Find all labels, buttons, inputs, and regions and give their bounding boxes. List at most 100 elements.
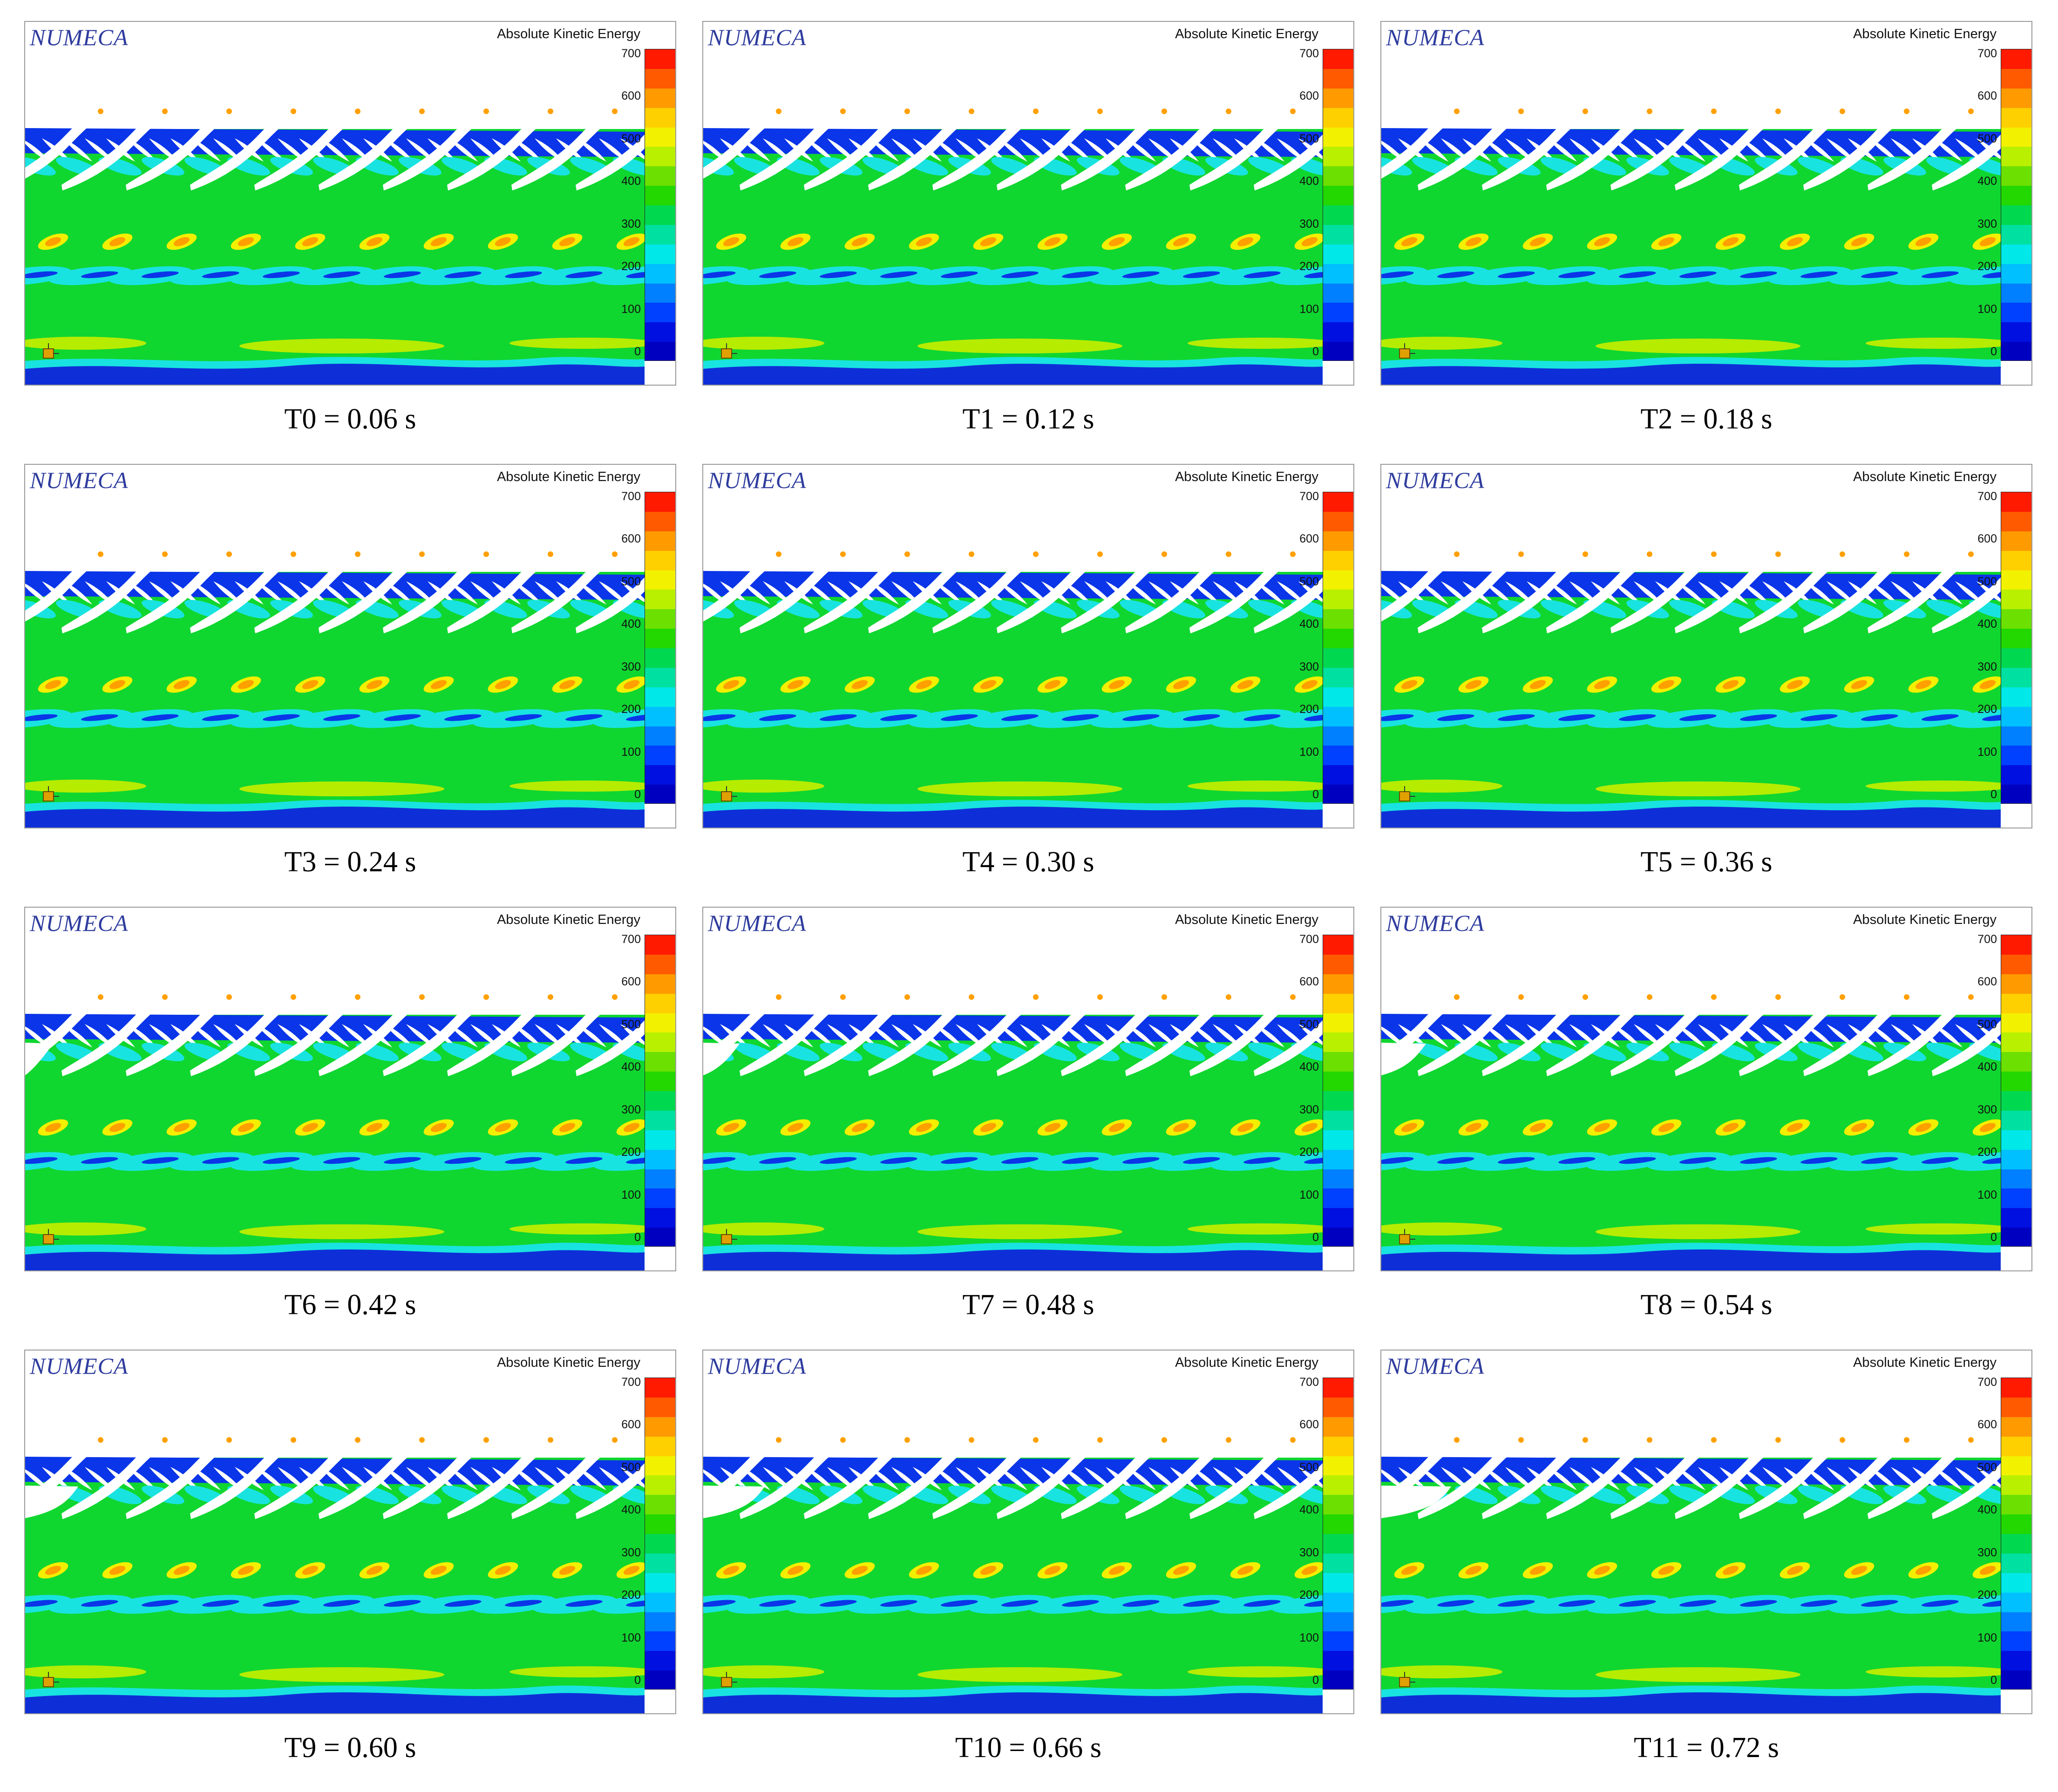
colorbar-tick-label: 300 <box>1977 1546 1997 1559</box>
colorbar-tick-label: 0 <box>1312 1674 1319 1687</box>
colorbar-segment <box>2001 726 2031 746</box>
axis-triad-icon <box>1399 1672 1415 1687</box>
colorbar-segment <box>645 1110 675 1130</box>
colorbar-segment <box>1323 1169 1353 1189</box>
colorbar-segment <box>645 1091 675 1111</box>
colorbar-segment <box>1323 1110 1353 1130</box>
colorbar <box>2001 492 2031 804</box>
colorbar-title: Absolute Kinetic Energy <box>497 27 640 41</box>
colorbar-segment <box>645 1169 675 1189</box>
colorbar-segment <box>645 1417 675 1437</box>
colorbar-tick-label: 600 <box>1977 89 1997 103</box>
colorbar-segment <box>2001 244 2031 264</box>
colorbar-segment <box>645 342 675 360</box>
colorbar-segment <box>645 205 675 225</box>
colorbar-tick-label: 700 <box>621 933 641 946</box>
contour-panel: NUMECA Absolute Kinetic Energy 700 600 500 40… <box>702 21 1354 386</box>
colorbar-segment <box>2001 205 2031 225</box>
axis-triad-icon <box>1399 343 1415 359</box>
colorbar-tick-label: 0 <box>634 1231 641 1244</box>
colorbar-segment <box>645 1651 675 1671</box>
colorbar-tick-label: 100 <box>1977 302 1997 316</box>
colorbar-segment <box>645 765 675 785</box>
contour-panel: NUMECA Absolute Kinetic Energy 700 600 500 40… <box>24 907 676 1271</box>
colorbar-segment <box>645 108 675 128</box>
numeca-logo: NUMECA <box>1386 1353 1485 1379</box>
colorbar-tick-label: 100 <box>1977 745 1997 759</box>
colorbar-segment <box>1323 68 1353 88</box>
colorbar-tick-label: 300 <box>1977 660 1997 673</box>
colorbar-segment <box>2001 974 2031 994</box>
colorbar-title: Absolute Kinetic Energy <box>1175 1355 1318 1370</box>
numeca-logo: NUMECA <box>30 467 129 493</box>
flow-field-contour <box>703 994 1323 1270</box>
numeca-logo: NUMECA <box>708 467 807 493</box>
axis-triad-icon <box>43 1672 59 1687</box>
colorbar-segment <box>1323 706 1353 726</box>
colorbar-segment <box>1323 1631 1353 1651</box>
flow-field-contour <box>703 551 1323 828</box>
colorbar-segment <box>1323 1130 1353 1150</box>
colorbar-segment <box>2001 303 2031 323</box>
colorbar-segment <box>2001 492 2031 512</box>
time-caption: T10 = 0.66 s <box>955 1732 1101 1764</box>
colorbar-segment <box>645 147 675 167</box>
colorbar-segment <box>645 1397 675 1417</box>
colorbar-segment <box>1323 492 1353 512</box>
colorbar-segment <box>645 648 675 668</box>
colorbar-segment <box>645 1436 675 1456</box>
colorbar-segment <box>2001 609 2031 629</box>
colorbar <box>2001 1378 2031 1690</box>
colorbar-segment <box>645 283 675 303</box>
colorbar-segment <box>2001 264 2031 284</box>
colorbar-segment <box>2001 1072 2031 1091</box>
flow-field-contour <box>1381 994 2001 1270</box>
colorbar-segment <box>1323 1208 1353 1228</box>
colorbar-segment <box>645 1592 675 1612</box>
colorbar-segment <box>1323 88 1353 108</box>
colorbar-segment <box>2001 283 2031 303</box>
colorbar-segment <box>645 954 675 974</box>
time-caption: T3 = 0.24 s <box>284 846 416 878</box>
colorbar-segment <box>1323 1228 1353 1246</box>
colorbar-segment <box>2001 1670 2031 1689</box>
colorbar-tick-label: 700 <box>1299 933 1319 946</box>
colorbar-segment <box>645 127 675 147</box>
colorbar-segment <box>1323 1553 1353 1573</box>
time-caption: T8 = 0.54 s <box>1640 1289 1773 1321</box>
colorbar-segment <box>645 1612 675 1632</box>
colorbar-segment <box>645 88 675 108</box>
colorbar-segment <box>1323 667 1353 687</box>
colorbar-tick-label: 400 <box>1977 1060 1997 1074</box>
flow-field-contour <box>25 551 645 828</box>
colorbar-tick-label: 500 <box>621 575 641 588</box>
colorbar-tick-label: 400 <box>1299 1503 1319 1517</box>
colorbar-segment <box>645 993 675 1013</box>
colorbar <box>645 935 675 1247</box>
colorbar-tick-label: 300 <box>1977 1103 1997 1116</box>
colorbar-segment <box>2001 1091 2031 1111</box>
colorbar-tick-label: 600 <box>1977 975 1997 989</box>
colorbar-tick-label: 200 <box>621 1146 641 1159</box>
colorbar-segment <box>645 1228 675 1246</box>
numeca-logo: NUMECA <box>708 1353 807 1379</box>
colorbar-segment <box>1323 322 1353 342</box>
colorbar-segment <box>645 1456 675 1476</box>
colorbar-segment <box>645 224 675 244</box>
colorbar-segment <box>645 264 675 284</box>
flow-field-contour <box>703 1437 1323 1713</box>
colorbar-segment <box>1323 687 1353 707</box>
contour-panel: NUMECA Absolute Kinetic Energy 700 600 500 40… <box>24 1350 676 1714</box>
colorbar-tick-label: 200 <box>621 260 641 273</box>
colorbar-segment <box>1323 1013 1353 1033</box>
colorbar-segment <box>1323 1495 1353 1515</box>
colorbar-segment <box>1323 974 1353 994</box>
colorbar-tick-label: 0 <box>1990 788 1997 801</box>
colorbar-segment <box>1323 127 1353 147</box>
colorbar-tick-label: 600 <box>1299 975 1319 989</box>
colorbar-segment <box>2001 1534 2031 1554</box>
numeca-logo: NUMECA <box>708 24 807 50</box>
colorbar-segment <box>645 1032 675 1052</box>
colorbar-segment <box>2001 1514 2031 1534</box>
colorbar-tick-label: 600 <box>1299 532 1319 546</box>
